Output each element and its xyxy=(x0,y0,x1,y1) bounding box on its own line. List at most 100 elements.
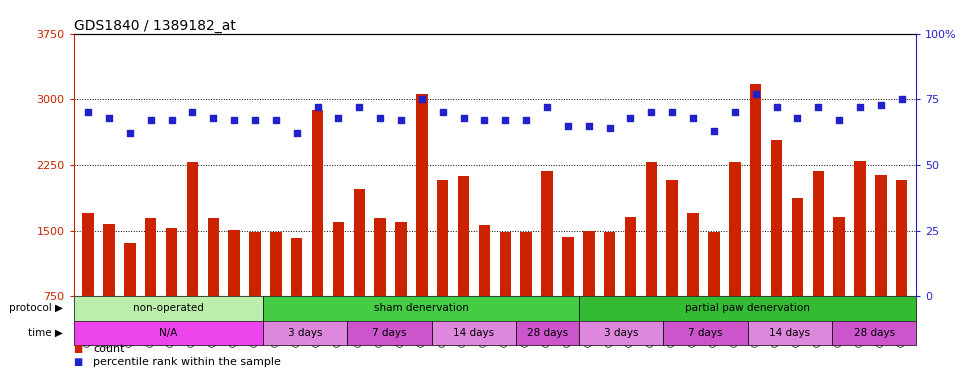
Bar xyxy=(516,321,579,345)
Bar xyxy=(855,160,865,296)
Text: 28 days: 28 days xyxy=(854,328,895,338)
Bar xyxy=(374,218,386,296)
Text: ■: ■ xyxy=(74,344,82,354)
Point xyxy=(831,117,847,123)
Bar xyxy=(416,94,427,296)
Bar xyxy=(541,171,553,296)
Bar xyxy=(832,321,916,345)
Bar xyxy=(792,198,804,296)
Point xyxy=(873,102,889,108)
Point xyxy=(247,117,263,123)
Point xyxy=(414,96,429,102)
Point xyxy=(644,110,660,116)
Point xyxy=(498,117,514,123)
Bar xyxy=(500,231,511,296)
Bar xyxy=(228,230,240,296)
Bar xyxy=(263,321,348,345)
Bar xyxy=(646,162,658,296)
Text: count: count xyxy=(93,344,124,354)
Bar xyxy=(687,213,699,296)
Bar xyxy=(771,141,782,296)
Bar xyxy=(437,180,449,296)
Text: non-operated: non-operated xyxy=(133,303,204,313)
Bar xyxy=(270,232,281,296)
Bar xyxy=(208,218,219,296)
Bar xyxy=(663,321,748,345)
Bar xyxy=(666,180,678,296)
Point xyxy=(268,117,283,123)
Text: percentile rank within the sample: percentile rank within the sample xyxy=(93,357,281,367)
Point xyxy=(476,117,492,123)
Point xyxy=(790,115,806,121)
Bar xyxy=(186,162,198,296)
Point xyxy=(518,117,534,123)
Point xyxy=(393,117,409,123)
Point xyxy=(372,115,388,121)
Bar xyxy=(74,321,263,345)
Bar xyxy=(145,218,157,296)
Point xyxy=(748,91,763,97)
Bar xyxy=(354,189,365,296)
Bar xyxy=(833,217,845,296)
Bar xyxy=(291,238,303,296)
Point xyxy=(894,96,909,102)
Bar xyxy=(875,176,887,296)
Bar xyxy=(729,162,741,296)
Bar xyxy=(395,222,407,296)
Bar xyxy=(479,225,490,296)
Bar xyxy=(332,222,344,296)
Bar xyxy=(74,296,263,321)
Bar xyxy=(812,171,824,296)
Point xyxy=(664,110,680,116)
Point xyxy=(707,128,722,134)
Bar xyxy=(583,231,595,296)
Point xyxy=(122,130,137,136)
Bar xyxy=(579,296,916,321)
Point xyxy=(581,123,597,129)
Point xyxy=(435,110,451,116)
Text: sham denervation: sham denervation xyxy=(373,303,468,313)
Point xyxy=(352,104,368,110)
Point xyxy=(101,115,117,121)
Bar xyxy=(432,321,516,345)
Point xyxy=(622,115,638,121)
Point xyxy=(810,104,826,110)
Point xyxy=(685,115,701,121)
Bar xyxy=(166,228,177,296)
Point xyxy=(184,110,200,116)
Text: 14 days: 14 days xyxy=(769,328,810,338)
Bar xyxy=(520,232,532,296)
Text: 14 days: 14 days xyxy=(454,328,494,338)
Point xyxy=(853,104,868,110)
Bar xyxy=(750,84,761,296)
Point xyxy=(561,123,576,129)
Point xyxy=(143,117,159,123)
Text: protocol ▶: protocol ▶ xyxy=(9,303,63,313)
Text: ■: ■ xyxy=(74,357,82,367)
Bar xyxy=(263,296,579,321)
Text: 7 days: 7 days xyxy=(688,328,723,338)
Bar xyxy=(124,243,135,296)
Text: GDS1840 / 1389182_at: GDS1840 / 1389182_at xyxy=(74,19,235,33)
Point xyxy=(768,104,784,110)
Point xyxy=(456,115,471,121)
Text: 7 days: 7 days xyxy=(372,328,407,338)
Text: partial paw denervation: partial paw denervation xyxy=(685,303,810,313)
Bar xyxy=(103,224,115,296)
Text: N/A: N/A xyxy=(159,328,177,338)
Point xyxy=(226,117,242,123)
Bar xyxy=(579,321,663,345)
Point xyxy=(206,115,221,121)
Bar xyxy=(249,232,261,296)
Bar xyxy=(312,110,323,296)
Text: 28 days: 28 days xyxy=(527,328,568,338)
Point xyxy=(727,110,743,116)
Bar xyxy=(82,213,94,296)
Bar xyxy=(604,232,615,296)
Point xyxy=(289,130,305,136)
Bar xyxy=(625,217,636,296)
Text: time ▶: time ▶ xyxy=(27,328,63,338)
Point xyxy=(310,104,325,110)
Bar xyxy=(896,180,907,296)
Point xyxy=(602,125,617,131)
